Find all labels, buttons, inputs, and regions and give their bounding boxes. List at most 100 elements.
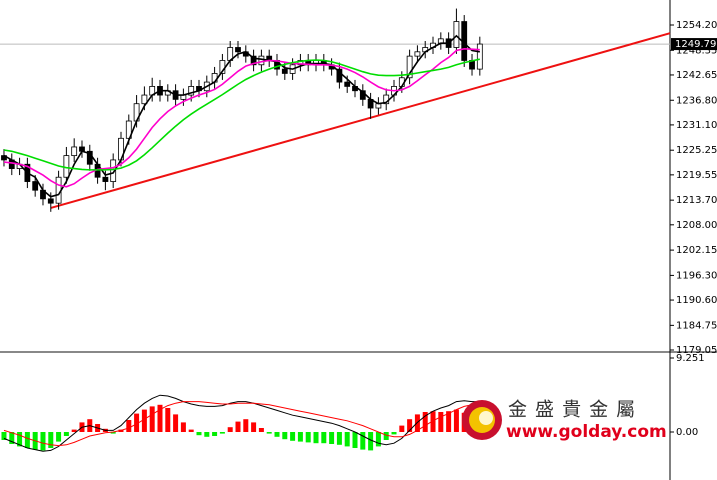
histogram-bar: [219, 432, 225, 434]
histogram-bar: [274, 432, 280, 437]
histogram-bar: [40, 432, 46, 451]
candle-body: [235, 47, 241, 53]
histogram-bar: [196, 432, 202, 436]
candle-body: [297, 60, 304, 66]
histogram-bar: [157, 404, 163, 432]
y-tick-label: 0.00: [676, 427, 698, 438]
y-tick-label: 1231.10: [676, 120, 717, 131]
histogram-bar: [188, 429, 194, 432]
moving-average: [3, 58, 480, 171]
candle-body: [110, 159, 117, 182]
candle-body: [188, 86, 195, 96]
y-tick-label: 1179.05: [676, 345, 717, 356]
histogram-bar: [180, 422, 186, 432]
histogram-bar: [1, 432, 7, 440]
y-tick-label: 1213.70: [676, 195, 717, 206]
candle-body: [71, 146, 78, 157]
histogram-bar: [204, 432, 210, 437]
candle-body: [476, 43, 483, 70]
histogram-bar: [414, 414, 420, 432]
watermark-url: www.golday.com: [506, 422, 667, 442]
histogram-bar: [266, 432, 272, 434]
histogram-bar: [438, 412, 444, 432]
candle-body: [453, 21, 460, 48]
y-tick-label: 1225.25: [676, 145, 717, 156]
candle-body: [125, 120, 132, 139]
macd-line: [3, 394, 480, 452]
histogram-bar: [422, 412, 428, 432]
histogram-bar: [336, 432, 342, 445]
histogram-bar: [141, 409, 147, 432]
macd-line: [3, 401, 480, 447]
candle-body: [281, 68, 288, 74]
candle-body: [414, 51, 421, 57]
histogram-bar: [329, 432, 335, 444]
histogram-bar: [48, 432, 54, 448]
y-tick-label: 1196.30: [676, 270, 717, 281]
candle-body: [102, 176, 109, 182]
histogram-bar: [17, 432, 23, 447]
histogram-bar: [258, 428, 264, 432]
histogram-bar: [165, 408, 171, 432]
y-tick-label: 1254.20: [676, 20, 717, 31]
histogram-bar: [313, 432, 319, 444]
candle-body: [47, 198, 54, 204]
histogram-bar: [71, 429, 77, 432]
y-tick-label: 1236.80: [676, 95, 717, 106]
histogram-bar: [9, 432, 15, 444]
histogram-bar: [321, 432, 327, 444]
histogram-bar: [290, 432, 296, 441]
histogram-bar: [212, 432, 218, 436]
histogram-bar: [134, 413, 140, 432]
y-tick-label: 9.251: [676, 353, 705, 364]
histogram-bar: [63, 432, 69, 436]
histogram-bar: [453, 409, 459, 432]
histogram-bar: [407, 419, 413, 432]
histogram-bar: [446, 411, 452, 432]
y-tick-label: 1184.75: [676, 320, 717, 331]
candle-body: [258, 55, 265, 66]
histogram-bar: [126, 420, 132, 432]
histogram-bar: [368, 432, 374, 451]
histogram-bar: [430, 411, 436, 432]
candle-body: [406, 55, 413, 79]
histogram-bar: [227, 427, 233, 432]
histogram-bar: [56, 432, 62, 442]
trendline: [50, 32, 671, 209]
histogram-bar: [383, 432, 389, 440]
histogram-bar: [243, 419, 249, 432]
current-price-label: 1249.79: [675, 39, 716, 50]
candle-body: [141, 94, 148, 105]
current-price-tag: [671, 38, 717, 51]
y-tick-label: 1219.55: [676, 170, 717, 181]
moving-average: [3, 47, 480, 188]
histogram-bar: [297, 432, 303, 442]
histogram-bar: [375, 432, 381, 447]
histogram-bar: [360, 432, 366, 450]
logo: [479, 411, 493, 425]
y-tick-label: 1190.60: [676, 295, 717, 306]
histogram-bar: [110, 432, 116, 434]
histogram-bar: [352, 432, 358, 448]
y-tick-label: 1208.00: [676, 220, 717, 231]
histogram-bar: [251, 422, 257, 432]
histogram-bar: [391, 432, 397, 435]
histogram-bar: [282, 432, 288, 440]
watermark-name: 金 盛 貴 金 屬: [508, 399, 636, 421]
candle-body: [250, 55, 257, 66]
watermark: 金 盛 貴 金 屬 www.golday.com: [462, 399, 667, 442]
y-tick-label: 1202.15: [676, 245, 717, 256]
histogram-bar: [149, 406, 155, 432]
candle-body: [63, 155, 70, 178]
histogram-bar: [305, 432, 311, 443]
histogram-bar: [235, 421, 241, 432]
candle-body: [336, 68, 343, 83]
y-tick-label: 1242.65: [676, 70, 717, 81]
histogram-bar: [344, 432, 350, 447]
candle-body: [32, 181, 39, 191]
candle-body: [344, 81, 351, 87]
histogram-bar: [24, 432, 30, 448]
histogram-bar: [399, 425, 405, 432]
moving-average: [3, 34, 480, 198]
